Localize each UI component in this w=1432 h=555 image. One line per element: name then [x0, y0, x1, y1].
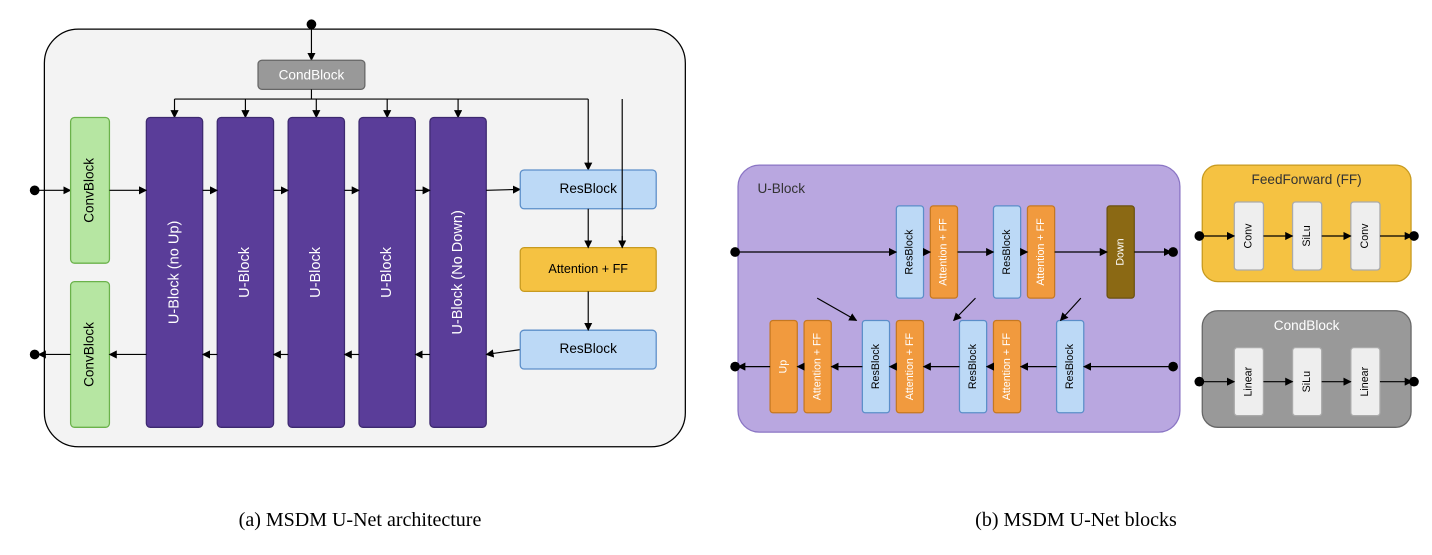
svg-text:SiLu: SiLu [1301, 371, 1313, 392]
caption-a: (a) MSDM U-Net architecture [239, 509, 482, 532]
svg-text:ResBlock: ResBlock [904, 229, 916, 275]
svg-text:Conv: Conv [1243, 223, 1255, 249]
panel-b: U-Block ResBlock Attention + FF ResBlock Att… [720, 0, 1432, 555]
svg-text:U-Block: U-Block [757, 181, 805, 196]
svg-text:CondBlock: CondBlock [1274, 318, 1340, 333]
svg-text:Conv: Conv [1359, 223, 1371, 249]
panel-b-svg: U-Block ResBlock Attention + FF ResBlock Att… [720, 0, 1432, 505]
figure-container: CondBlock ConvBlock ConvBlock U-Block (no U… [0, 0, 1432, 555]
svg-text:Attention + FF: Attention + FF [1035, 218, 1047, 286]
svg-text:FeedForward (FF): FeedForward (FF) [1252, 172, 1362, 187]
svg-text:Attention + FF: Attention + FF [938, 218, 950, 286]
svg-text:Linear: Linear [1359, 366, 1371, 396]
panel-a: CondBlock ConvBlock ConvBlock U-Block (no U… [0, 0, 720, 555]
svg-text:U-Block: U-Block [308, 246, 324, 298]
svg-text:ResBlock: ResBlock [560, 341, 618, 356]
svg-text:Attention + FF: Attention + FF [812, 332, 824, 400]
svg-text:U-Block: U-Block [379, 246, 395, 298]
svg-text:ConvBlock: ConvBlock [82, 158, 97, 223]
svg-text:Linear: Linear [1243, 366, 1255, 396]
svg-text:Up: Up [778, 360, 790, 374]
svg-text:Attention + FF: Attention + FF [904, 332, 916, 400]
svg-text:ResBlock: ResBlock [1064, 343, 1076, 389]
svg-text:Down: Down [1115, 238, 1127, 265]
svg-text:U-Block: U-Block [237, 246, 253, 298]
svg-text:U-Block (no Up): U-Block (no Up) [166, 221, 182, 324]
svg-text:SiLu: SiLu [1301, 225, 1313, 246]
svg-text:ResBlock: ResBlock [560, 181, 618, 196]
svg-text:ResBlock: ResBlock [967, 343, 979, 389]
svg-text:U-Block (No Down): U-Block (No Down) [450, 210, 466, 334]
svg-text:ResBlock: ResBlock [1001, 229, 1013, 275]
panel-a-svg: CondBlock ConvBlock ConvBlock U-Block (no U… [0, 0, 720, 505]
svg-text:CondBlock: CondBlock [279, 67, 345, 82]
svg-text:ConvBlock: ConvBlock [82, 322, 97, 387]
svg-text:Attention + FF: Attention + FF [1001, 332, 1013, 400]
svg-text:Attention + FF: Attention + FF [548, 262, 628, 276]
caption-b: (b) MSDM U-Net blocks [975, 509, 1177, 532]
svg-text:ResBlock: ResBlock [870, 343, 882, 389]
